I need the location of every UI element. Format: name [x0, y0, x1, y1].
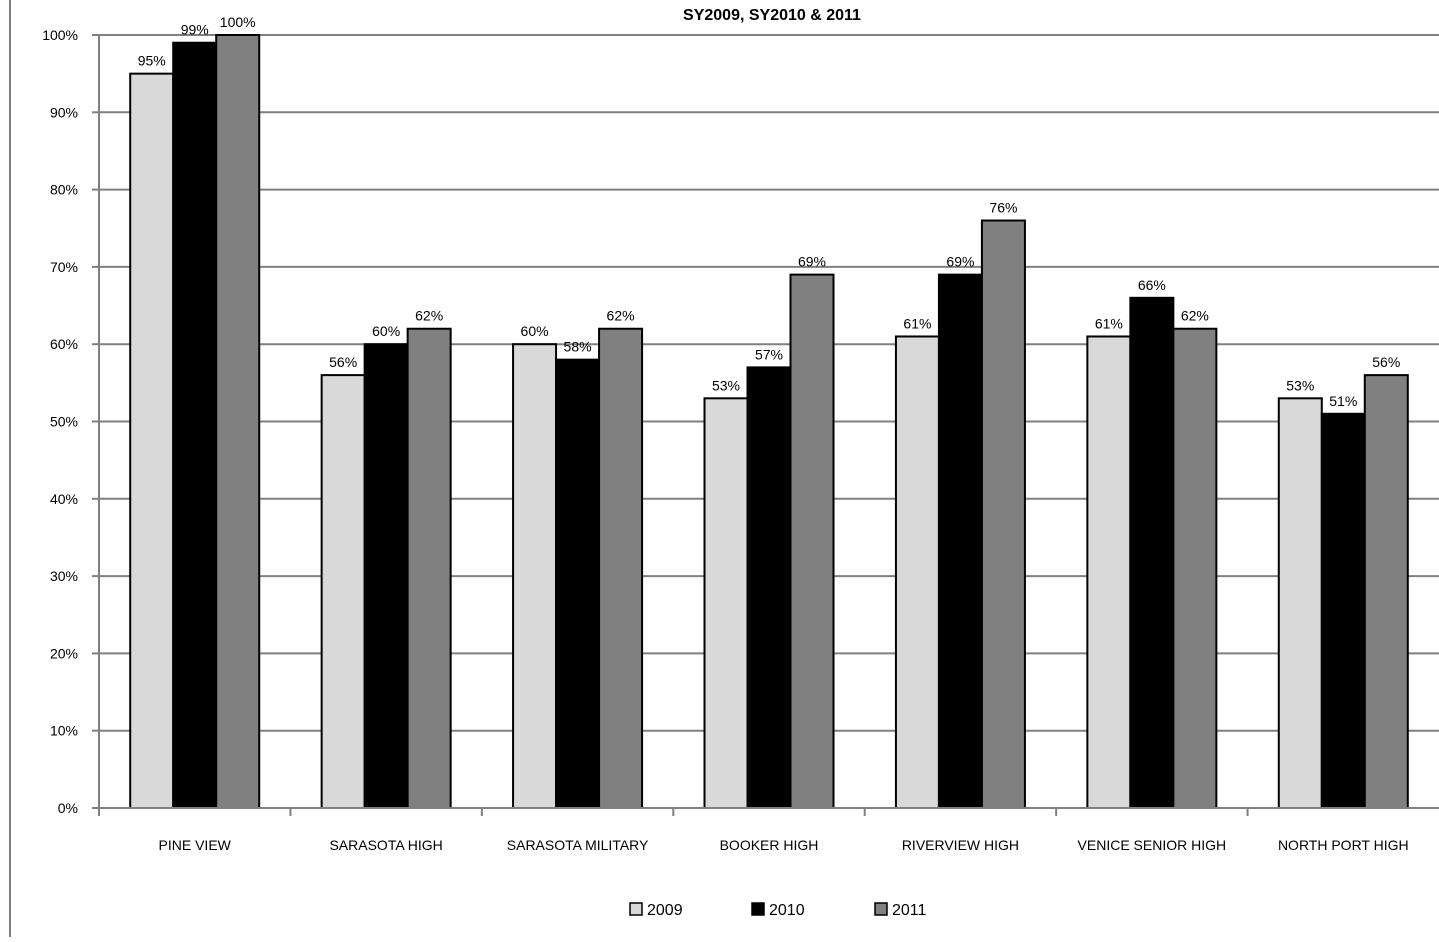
legend-label: 2011	[892, 902, 927, 919]
bar	[1129, 296, 1175, 809]
x-tick-label: NORTH PORT HIGH	[1278, 837, 1409, 853]
data-label: 95%	[138, 53, 166, 69]
bar	[703, 397, 749, 809]
bar	[512, 343, 558, 809]
bar	[1172, 327, 1218, 809]
y-tick-label: 90%	[50, 104, 78, 120]
x-tick-label: VENICE SENIOR HIGH	[1078, 837, 1227, 853]
x-tick-label: SARASOTA MILITARY	[507, 837, 649, 853]
y-tick-label: 80%	[50, 182, 78, 198]
y-tick-label: 70%	[50, 259, 78, 275]
x-tick-label: BOOKER HIGH	[720, 837, 819, 853]
y-tick-label: 20%	[50, 645, 78, 661]
bar	[1277, 397, 1323, 809]
data-label: 99%	[181, 22, 209, 38]
bar	[746, 366, 792, 809]
axes	[92, 34, 1439, 816]
bar	[598, 327, 644, 809]
x-tick-label: RIVERVIEW HIGH	[902, 837, 1019, 853]
legend-label: 2009	[647, 902, 683, 919]
y-tick-label: 0%	[58, 800, 78, 816]
legend: 2009 2010 2011	[629, 902, 927, 919]
bar	[172, 41, 218, 810]
data-label: 61%	[903, 315, 931, 331]
data-label: 62%	[607, 308, 635, 324]
data-label: 61%	[1095, 315, 1123, 331]
y-tick-label: 50%	[50, 414, 78, 430]
x-tick-label: SARASOTA HIGH	[329, 837, 442, 853]
bars	[129, 34, 1409, 810]
y-tick-label: 60%	[50, 336, 78, 352]
bar	[129, 72, 175, 809]
data-label: 53%	[1286, 377, 1314, 393]
bar	[1320, 412, 1366, 809]
data-label: 69%	[798, 254, 826, 270]
legend-swatch	[629, 902, 643, 916]
y-tick-label: 10%	[50, 723, 78, 739]
bar	[555, 358, 601, 809]
bar	[1363, 374, 1409, 809]
y-tick-label: 30%	[50, 568, 78, 584]
bar	[406, 327, 452, 809]
data-label: 51%	[1329, 393, 1357, 409]
data-label: 76%	[989, 200, 1017, 216]
chart-title: SY2009, SY2010 & 2011	[683, 7, 861, 24]
bar	[937, 273, 983, 809]
y-axis-ticks: 0% 10% 20% 30% 40% 50% 60% 70% 80% 90% 100%	[42, 27, 78, 816]
data-label: 58%	[564, 339, 592, 355]
data-label: 100%	[220, 14, 256, 30]
bar	[1086, 335, 1132, 809]
legend-label: 2010	[769, 902, 805, 919]
x-axis-labels: PINE VIEW SARASOTA HIGH SARASOTA MILITARY B…	[159, 837, 1409, 853]
data-label: 62%	[415, 308, 443, 324]
bar	[320, 374, 366, 809]
data-label: 62%	[1181, 308, 1209, 324]
data-label: 56%	[1372, 354, 1400, 370]
data-label: 56%	[329, 354, 357, 370]
bar	[789, 273, 835, 809]
bar	[980, 219, 1026, 809]
data-label: 66%	[1138, 277, 1166, 293]
data-label: 57%	[755, 346, 783, 362]
bar	[894, 335, 940, 809]
legend-swatch	[874, 902, 888, 916]
data-label: 60%	[521, 323, 549, 339]
data-labels: 95% 99% 100% 56% 60% 62% 60% 58% 62% 53% 57% 69% 61%…	[138, 14, 1401, 409]
bar	[215, 34, 261, 809]
y-tick-label: 100%	[42, 27, 78, 43]
legend-swatch	[751, 902, 765, 916]
bar	[363, 343, 409, 809]
data-label: 69%	[946, 254, 974, 270]
y-tick-label: 40%	[50, 491, 78, 507]
data-label: 60%	[372, 323, 400, 339]
x-tick-label: PINE VIEW	[159, 837, 232, 853]
data-label: 53%	[712, 377, 740, 393]
